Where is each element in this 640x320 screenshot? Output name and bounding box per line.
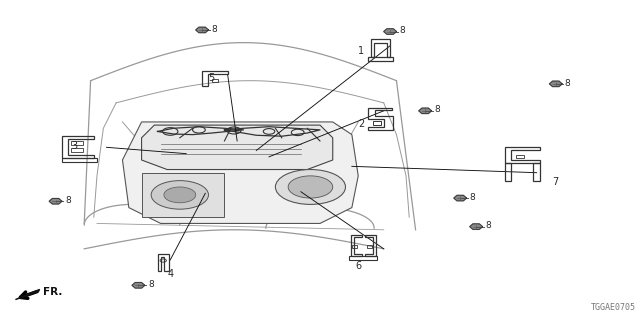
- Polygon shape: [15, 289, 40, 300]
- Bar: [373, 121, 381, 125]
- Bar: [212, 79, 218, 82]
- Text: 5: 5: [209, 73, 215, 83]
- Text: 2: 2: [358, 118, 365, 129]
- Text: 1: 1: [358, 45, 365, 56]
- Circle shape: [288, 176, 333, 198]
- Polygon shape: [49, 198, 62, 204]
- Bar: [367, 245, 372, 248]
- Bar: [72, 141, 83, 145]
- Bar: [72, 148, 83, 152]
- Text: 8: 8: [485, 221, 491, 230]
- Text: FR.: FR.: [43, 287, 62, 297]
- Circle shape: [275, 170, 346, 204]
- Text: 8: 8: [435, 105, 440, 114]
- Text: 3: 3: [72, 141, 77, 151]
- Text: 8: 8: [148, 280, 154, 289]
- Bar: [352, 245, 357, 248]
- Text: 7: 7: [553, 177, 559, 187]
- Polygon shape: [419, 108, 431, 114]
- Text: 6: 6: [355, 261, 362, 271]
- Text: 8: 8: [65, 196, 71, 205]
- Polygon shape: [141, 173, 225, 217]
- Bar: [516, 155, 524, 158]
- Polygon shape: [122, 122, 358, 223]
- Circle shape: [151, 180, 209, 209]
- Text: 8: 8: [469, 193, 475, 202]
- Polygon shape: [141, 125, 333, 170]
- Polygon shape: [454, 195, 467, 201]
- Circle shape: [164, 187, 196, 203]
- Polygon shape: [549, 81, 562, 87]
- Text: TGGAE0705: TGGAE0705: [591, 303, 636, 312]
- Text: 8: 8: [399, 26, 405, 35]
- Polygon shape: [470, 224, 483, 229]
- Text: 4: 4: [167, 269, 173, 279]
- Text: 8: 8: [564, 79, 570, 88]
- Polygon shape: [132, 283, 145, 288]
- Polygon shape: [384, 29, 396, 34]
- Polygon shape: [196, 27, 209, 33]
- Text: 8: 8: [212, 25, 218, 35]
